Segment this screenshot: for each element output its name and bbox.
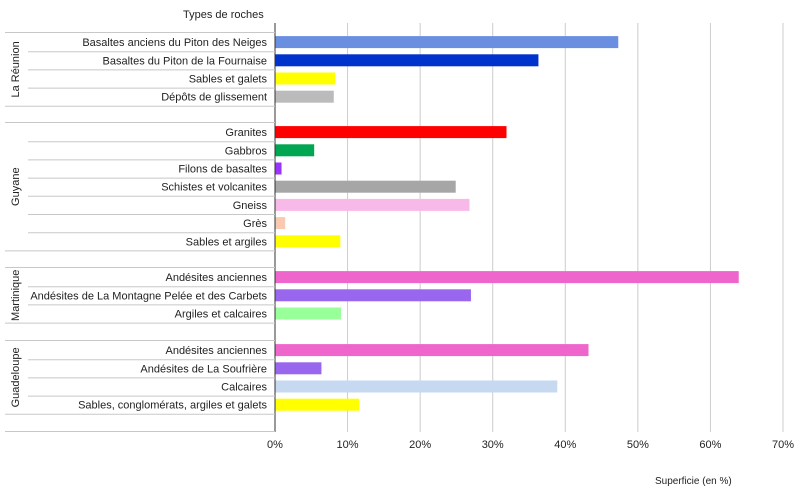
bar	[275, 344, 589, 357]
category-label: Andésites anciennes	[165, 345, 267, 357]
x-tick-label: 10%	[337, 439, 359, 451]
bar	[275, 90, 334, 103]
category-label: Basaltes anciens du Piton des Neiges	[82, 37, 267, 49]
category-label: Basaltes du Piton de la Fournaise	[103, 55, 268, 67]
bars	[275, 36, 739, 411]
category-label: Filons de basaltes	[178, 164, 267, 176]
bar	[275, 36, 619, 49]
group-label: Guadeloupe	[10, 347, 22, 407]
category-label: Dépôts de glissement	[161, 92, 267, 104]
category-rows: La Réunion Basaltes anciens du Piton des …	[5, 32, 275, 432]
x-tick-label: 70%	[772, 439, 794, 451]
category-label: Calcaires	[221, 382, 267, 394]
x-tick-label: 60%	[699, 439, 721, 451]
x-axis-title: Superficie (en %)	[655, 476, 732, 487]
group-label: La Réunion	[10, 41, 22, 97]
group-label: Martinique	[10, 270, 22, 321]
bar	[275, 162, 282, 175]
bar	[275, 54, 539, 67]
category-label: Gabbros	[225, 145, 268, 157]
bar	[275, 398, 360, 411]
bar	[275, 307, 342, 320]
bar	[275, 198, 470, 211]
chart-title: Types de roches	[183, 9, 264, 21]
x-axis-ticks: 0% 10% 20% 30% 40% 50% 60% 70%	[267, 439, 794, 451]
category-label: Argiles et calcaires	[175, 309, 268, 321]
x-tick-label: 40%	[554, 439, 576, 451]
category-label: Schistes et volcanites	[161, 182, 267, 194]
bar	[275, 380, 558, 393]
category-label: Sables, conglomérats, argiles et galets	[78, 400, 267, 412]
bar	[275, 289, 471, 302]
category-label: Sables et galets	[189, 74, 268, 86]
x-tick-label: 50%	[627, 439, 649, 451]
bar	[275, 144, 315, 157]
bar	[275, 72, 336, 85]
category-label: Sables et argiles	[186, 236, 268, 248]
bar	[275, 235, 341, 248]
bar	[275, 126, 507, 139]
category-label: Gneiss	[233, 200, 268, 212]
bar	[275, 180, 456, 193]
bar	[275, 362, 322, 375]
gridlines	[274, 23, 784, 432]
bar	[275, 271, 739, 284]
category-label: Granites	[225, 127, 267, 139]
category-label: Andésites anciennes	[165, 272, 267, 284]
group-label: Guyane	[10, 167, 22, 206]
x-tick-label: 30%	[482, 439, 504, 451]
bar	[275, 217, 286, 230]
category-label: Andésites de La Montagne Pelée et des Ca…	[30, 290, 267, 302]
x-tick-label: 0%	[267, 439, 283, 451]
category-label: Grès	[243, 218, 267, 230]
x-tick-label: 20%	[409, 439, 431, 451]
category-label: Andésites de La Soufrière	[140, 363, 267, 375]
